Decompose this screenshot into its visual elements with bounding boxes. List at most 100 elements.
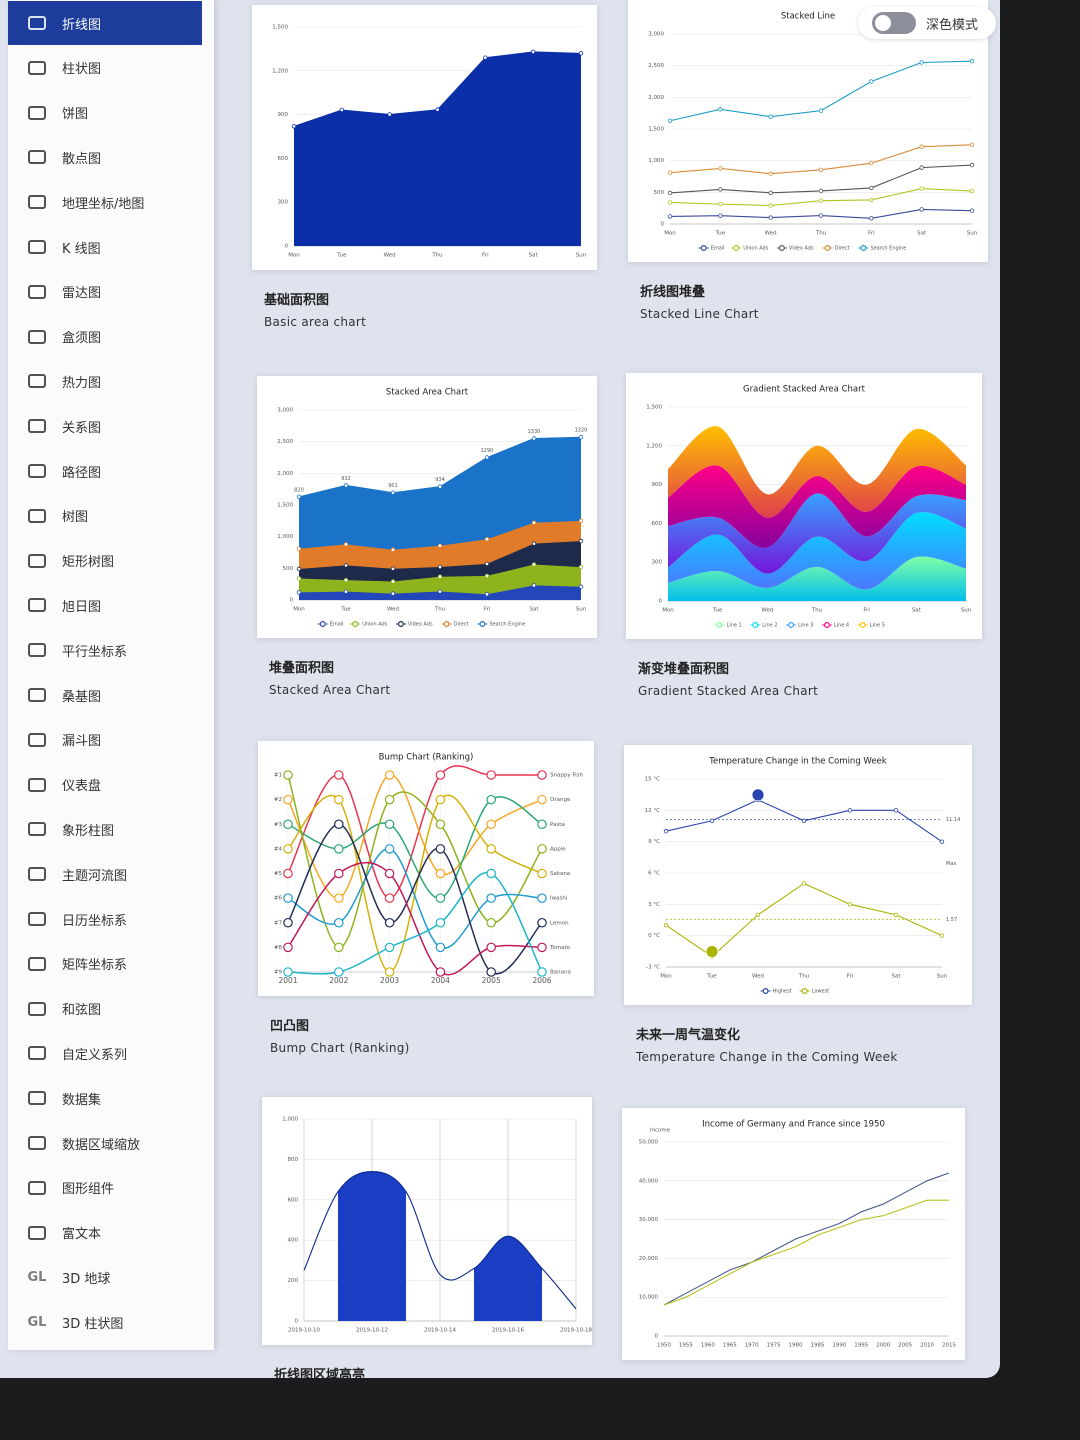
x-tick-label: Fri [482, 253, 489, 259]
point [486, 893, 496, 903]
nav-item[interactable]: 象形柱图 [8, 807, 202, 851]
y-tick-label: #3 [274, 822, 283, 828]
point [435, 770, 446, 780]
legend-swatch [352, 621, 359, 628]
nav-item[interactable]: 矩形树图 [8, 539, 202, 583]
y-tick-label: 20,000 [639, 1256, 659, 1262]
x-tick-label: 2019-10-10 [288, 1328, 320, 1334]
nav-item[interactable]: K 线图 [8, 225, 202, 269]
nav-item[interactable]: 和弦图 [8, 987, 202, 1031]
nav-item[interactable]: 饼图 [8, 91, 202, 135]
nav-item[interactable]: 自定义系列 [8, 1031, 202, 1075]
point [768, 114, 773, 119]
nav-item[interactable]: 散点图 [8, 135, 202, 179]
point [537, 967, 547, 977]
chart-card[interactable]: Gradient Stacked Area Chart 0 300 600 900 1,2… [626, 373, 982, 639]
nav-item[interactable]: 富文本 [8, 1211, 202, 1255]
value-label: 932 [341, 476, 351, 482]
point [486, 942, 496, 953]
point [667, 170, 673, 175]
x-tick-label: 2005 [898, 1343, 912, 1349]
dark-mode-toggle[interactable]: 深色模式 [858, 7, 996, 39]
x-tick-label: Fri [863, 608, 870, 614]
point [893, 912, 899, 917]
nav-icon [28, 1046, 46, 1061]
point [283, 819, 293, 830]
nav-item[interactable]: 盒须图 [8, 315, 202, 359]
line [287, 774, 543, 949]
x-tick-label: 2019-10-12 [356, 1328, 388, 1334]
nav-label: 折线图 [62, 17, 102, 33]
point [343, 589, 349, 594]
point [667, 118, 673, 123]
mark-point [751, 788, 765, 802]
nav-item[interactable]: GL 3D 柱状图 [8, 1300, 202, 1344]
chart-card[interactable]: 0 300 600 900 1,200 1,500 Mon Tue Wed Thu Fri Sat Su… [252, 5, 597, 270]
mark-line-label: 11.14 [946, 817, 960, 823]
end-label: Orange [550, 797, 571, 803]
x-tick-label: 1990 [832, 1343, 846, 1349]
nav-item[interactable]: 数据集 [8, 1076, 202, 1120]
nav-item[interactable]: 柱状图 [8, 46, 202, 90]
nav-item[interactable]: 图形组件 [8, 1166, 202, 1210]
y-tick-label: 3,000 [277, 408, 293, 414]
point [537, 893, 547, 903]
x-tick-label: 1980 [789, 1343, 803, 1349]
x-tick-label: Thu [811, 608, 822, 614]
legend-label: Line 2 [762, 623, 777, 629]
x-tick-label: Tue [340, 607, 351, 613]
nav-item[interactable]: 日历坐标系 [8, 897, 202, 941]
nav-item[interactable]: 主题河流图 [8, 852, 202, 896]
chart-card[interactable]: Bump Chart (Ranking) #1 #2 #3 #4 #5 #6 #7 #8 #9 20… [258, 741, 594, 996]
nav-item[interactable]: 平行坐标系 [8, 628, 202, 672]
chart-card[interactable]: 0 200 400 600 800 1,000 2019-10-10 2019-10-12 20… [262, 1097, 592, 1345]
x-tick-label: Sun [961, 608, 972, 614]
legend-swatch [443, 621, 450, 628]
nav-label: 散点图 [62, 151, 102, 167]
nav-item[interactable]: 旭日图 [8, 583, 202, 627]
y-tick-label: 600 [652, 521, 663, 527]
nav-item[interactable]: 热力图 [8, 359, 202, 403]
chart-card[interactable]: Temperature Change in the Coming Week -3 … [624, 745, 972, 1005]
point [390, 547, 396, 552]
x-tick-label: Thu [434, 607, 445, 613]
nav-icon [28, 464, 46, 478]
nav-item[interactable]: GL 3D 地球 [8, 1255, 202, 1299]
nav-icon [28, 956, 46, 971]
nav-item[interactable]: 路径图 [8, 449, 202, 493]
nav-item[interactable]: 数据区域缩放 [8, 1121, 202, 1165]
nav-item[interactable]: 雷达图 [8, 270, 202, 314]
point [296, 590, 302, 595]
nav-item[interactable]: 地理坐标/地图 [8, 180, 202, 224]
nav-label: 地理坐标/地图 [62, 196, 145, 212]
y-tick-label: #8 [274, 945, 283, 951]
point [343, 577, 349, 583]
point [663, 829, 669, 834]
nav-item[interactable]: 矩阵坐标系 [8, 942, 202, 986]
chart-card[interactable]: Stacked Line 0 500 1,000 1,500 2,000 2,500 3,00… [628, 0, 988, 262]
nav-item[interactable]: 树图 [8, 494, 202, 538]
nav-item[interactable]: 关系图 [8, 404, 202, 448]
card-title: 渐变堆叠面积图 [638, 662, 730, 677]
point [531, 541, 537, 546]
y-tick-label: 200 [288, 1278, 299, 1284]
x-tick-label: Tue [712, 608, 723, 614]
nav-item[interactable]: 漏斗图 [8, 718, 202, 762]
point [437, 484, 443, 489]
x-tick-label: Mon [664, 231, 676, 237]
chart-card[interactable]: Stacked Area Chart 0 500 1,000 1,500 2,000 2,5… [257, 376, 597, 638]
chart-card[interactable]: Income of Germany and France since 1950 I… [622, 1108, 965, 1360]
y-tick-label: #4 [274, 846, 283, 852]
x-tick-label: 2010 [920, 1343, 934, 1349]
nav-item[interactable]: 仪表盘 [8, 763, 202, 807]
switch[interactable] [872, 12, 916, 34]
end-label: Banana [550, 970, 571, 976]
point [283, 868, 293, 879]
legend-label: Video Ads [789, 246, 814, 252]
point [768, 171, 773, 176]
nav-item[interactable]: 桑基图 [8, 673, 202, 717]
nav-item[interactable]: 折线图 [8, 1, 202, 45]
y-tick-label: 1,200 [272, 68, 288, 74]
y-tick-label: 300 [278, 200, 289, 206]
legend-swatch [700, 245, 707, 252]
